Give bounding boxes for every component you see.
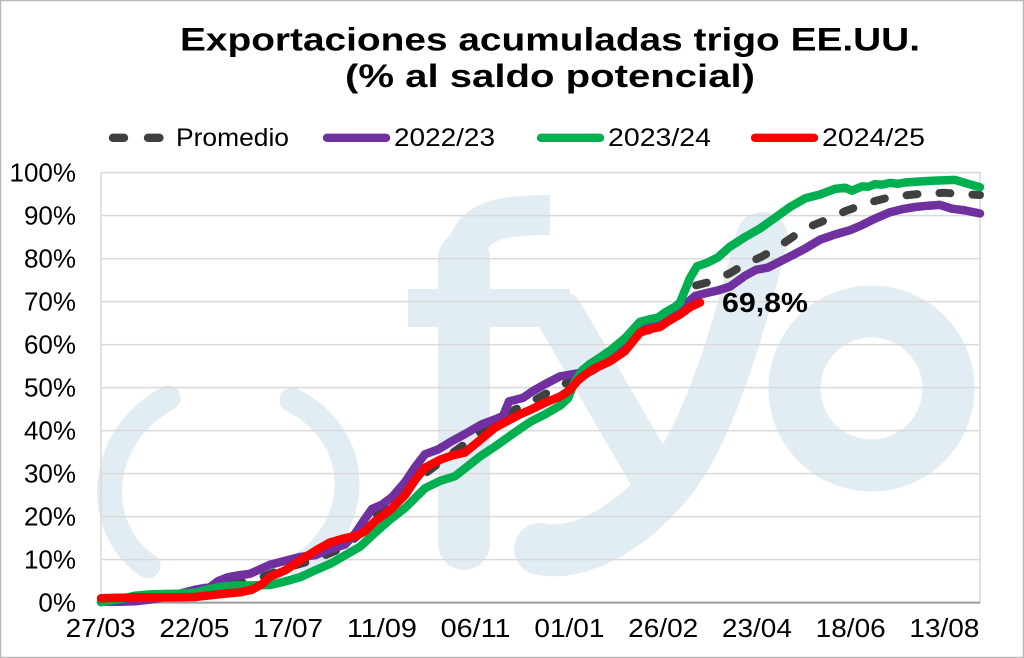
- svg-text:30%: 30%: [24, 459, 76, 489]
- svg-text:2022/23: 2022/23: [394, 124, 495, 152]
- svg-text:Promedio: Promedio: [176, 124, 289, 152]
- svg-text:06/11: 06/11: [441, 613, 511, 643]
- svg-text:40%: 40%: [24, 416, 76, 446]
- svg-text:80%: 80%: [24, 244, 76, 274]
- svg-text:23/04: 23/04: [722, 613, 792, 643]
- svg-text:100%: 100%: [10, 158, 77, 188]
- svg-text:50%: 50%: [24, 373, 76, 403]
- svg-text:01/01: 01/01: [534, 613, 604, 643]
- svg-text:90%: 90%: [24, 201, 76, 231]
- svg-text:18/06: 18/06: [816, 613, 886, 643]
- svg-text:(% al saldo potencial): (% al saldo potencial): [345, 58, 755, 94]
- svg-text:11/09: 11/09: [347, 613, 417, 643]
- svg-text:69,8%: 69,8%: [722, 287, 808, 318]
- svg-text:17/07: 17/07: [253, 613, 323, 643]
- svg-text:0%: 0%: [38, 588, 76, 618]
- svg-text:60%: 60%: [24, 330, 76, 360]
- svg-text:2023/24: 2023/24: [608, 124, 711, 152]
- svg-text:70%: 70%: [24, 287, 76, 317]
- svg-text:22/05: 22/05: [159, 613, 229, 643]
- svg-text:20%: 20%: [24, 502, 76, 532]
- svg-text:26/02: 26/02: [628, 613, 698, 643]
- svg-text:Exportaciones acumuladas trigo: Exportaciones acumuladas trigo EE.UU.: [180, 22, 920, 58]
- svg-text:27/03: 27/03: [66, 613, 136, 643]
- svg-text:2024/25: 2024/25: [822, 124, 925, 152]
- svg-text:10%: 10%: [24, 545, 76, 575]
- svg-text:13/08: 13/08: [909, 613, 979, 643]
